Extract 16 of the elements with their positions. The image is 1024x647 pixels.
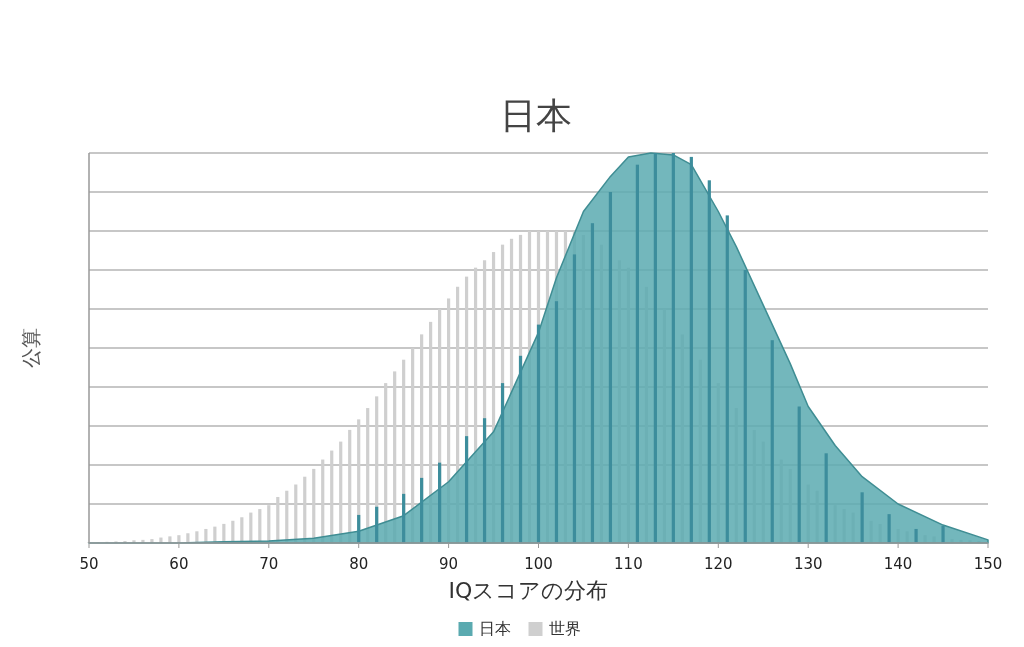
x-tick-label: 150 bbox=[973, 555, 1003, 573]
chart-title: 日本 bbox=[499, 95, 572, 136]
legend-label: 世界 bbox=[548, 619, 581, 638]
x-tick-label: 110 bbox=[614, 555, 643, 573]
x-tick-label: 90 bbox=[439, 555, 459, 573]
x-tick-label: 130 bbox=[793, 555, 823, 573]
x-tick-label: 140 bbox=[883, 555, 913, 573]
y-axis-title: 公算 bbox=[19, 328, 43, 368]
x-tick-label: 80 bbox=[349, 555, 369, 573]
x-tick-label: 120 bbox=[703, 555, 733, 573]
x-axis-title: IQスコアの分布 bbox=[448, 578, 609, 603]
x-tick-label: 50 bbox=[79, 555, 99, 573]
x-tick-label: 100 bbox=[524, 555, 553, 573]
legend-label: 日本 bbox=[478, 619, 511, 638]
x-tick-label: 60 bbox=[169, 555, 189, 573]
x-tick-label: 70 bbox=[259, 555, 279, 573]
